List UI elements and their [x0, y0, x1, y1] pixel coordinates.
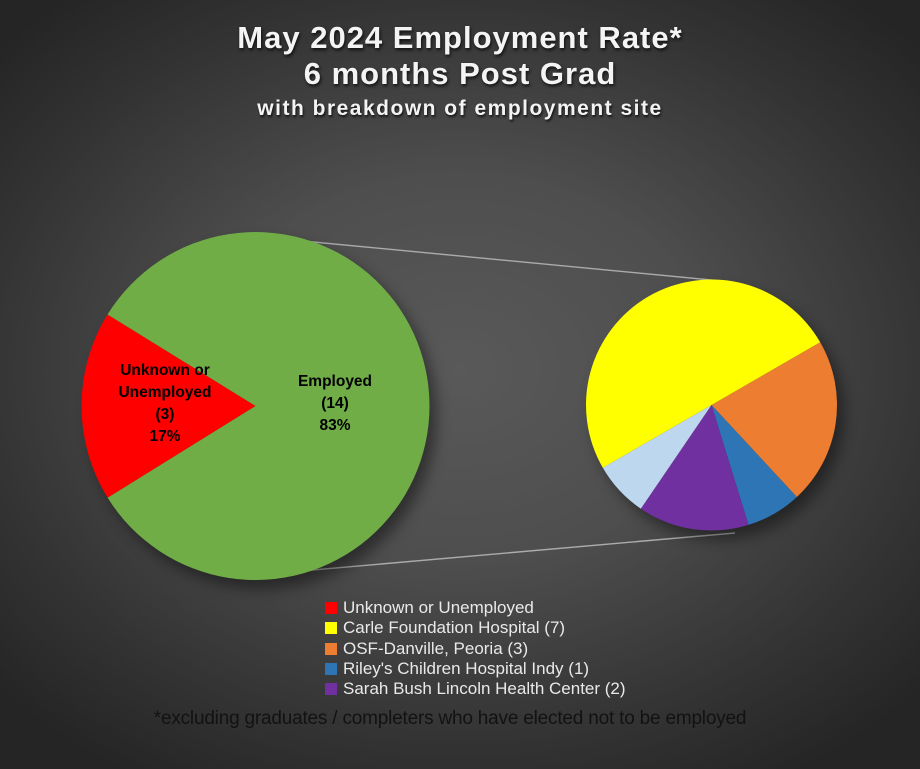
- pie-label-line: 83%: [319, 417, 351, 434]
- pie-label-line: Unknown or: [120, 362, 210, 379]
- pie-label-line: (14): [321, 395, 349, 412]
- legend-swatch: [325, 683, 337, 696]
- connector-line-bottom: [266, 532, 736, 575]
- legend-item-label: Carle Foundation Hospital (7): [343, 618, 566, 638]
- pie-label-line: (3): [155, 406, 175, 423]
- legend: Unknown or Unemployed Carle Foundation Ho…: [325, 598, 626, 699]
- secondary-pie-slice-sarah-bush-lincoln-health-center: [640, 405, 749, 531]
- legend-swatch: [325, 663, 337, 676]
- chart-title: May 2024 Employment Rate* 6 months Post …: [0, 20, 920, 125]
- legend-item-carle-foundation-hospital-7: Carle Foundation Hospital (7): [325, 618, 626, 638]
- legend-item-label: Riley's Children Hospital Indy (1): [343, 659, 590, 679]
- legend-item-label: OSF-Danville, Peoria (3): [343, 638, 529, 658]
- legend-swatch: [325, 622, 337, 635]
- legend-swatch: [325, 602, 337, 615]
- title-line-1: May 2024 Employment Rate*: [237, 20, 683, 55]
- main-pie-label-unknown-or-unemployed: Unknown or Unemployed (3) 17%: [90, 360, 240, 448]
- legend-item-osf-danville-peoria-3: OSF-Danville, Peoria (3): [325, 639, 626, 659]
- legend-item-sarah-bush-lincoln-health-center-2: Sarah Bush Lincoln Health Center (2): [325, 679, 626, 699]
- main-pie-label-employed: Employed (14) 83%: [275, 371, 395, 437]
- secondary-pie: [585, 279, 838, 531]
- title-line-3: with breakdown of employment site: [257, 97, 663, 120]
- footnote: *excluding graduates / completers who ha…: [153, 708, 747, 729]
- secondary-pie-slice-unlabeled: [602, 405, 712, 509]
- main-pie-slice-employed: [107, 232, 430, 581]
- main-pie: [81, 232, 430, 581]
- secondary-pie-slice-carle-foundation-hospital: [585, 279, 821, 468]
- main-pie-slice-unknown-or-unemployed: [81, 314, 256, 498]
- pie-label-line: Employed: [297, 373, 373, 390]
- secondary-pie-slice-osf-danville-peoria: [711, 342, 838, 497]
- title-line-2: 6 months Post Grad: [303, 56, 617, 91]
- legend-item-label: Unknown or Unemployed: [343, 598, 534, 618]
- legend-swatch: [325, 642, 337, 655]
- legend-item-label: Sarah Bush Lincoln Health Center (2): [343, 679, 626, 699]
- pie-label-line: Unemployed: [118, 384, 212, 401]
- connector-line-top: [260, 236, 733, 283]
- legend-item-unknown-or-unemployed: Unknown or Unemployed: [325, 598, 626, 618]
- pie-label-line: 17%: [149, 428, 181, 445]
- legend-item-riley-s-children-hospital-indy-1: Riley's Children Hospital Indy (1): [325, 659, 626, 679]
- secondary-pie-slice-riley-s-children-hospital-indy: [711, 405, 797, 525]
